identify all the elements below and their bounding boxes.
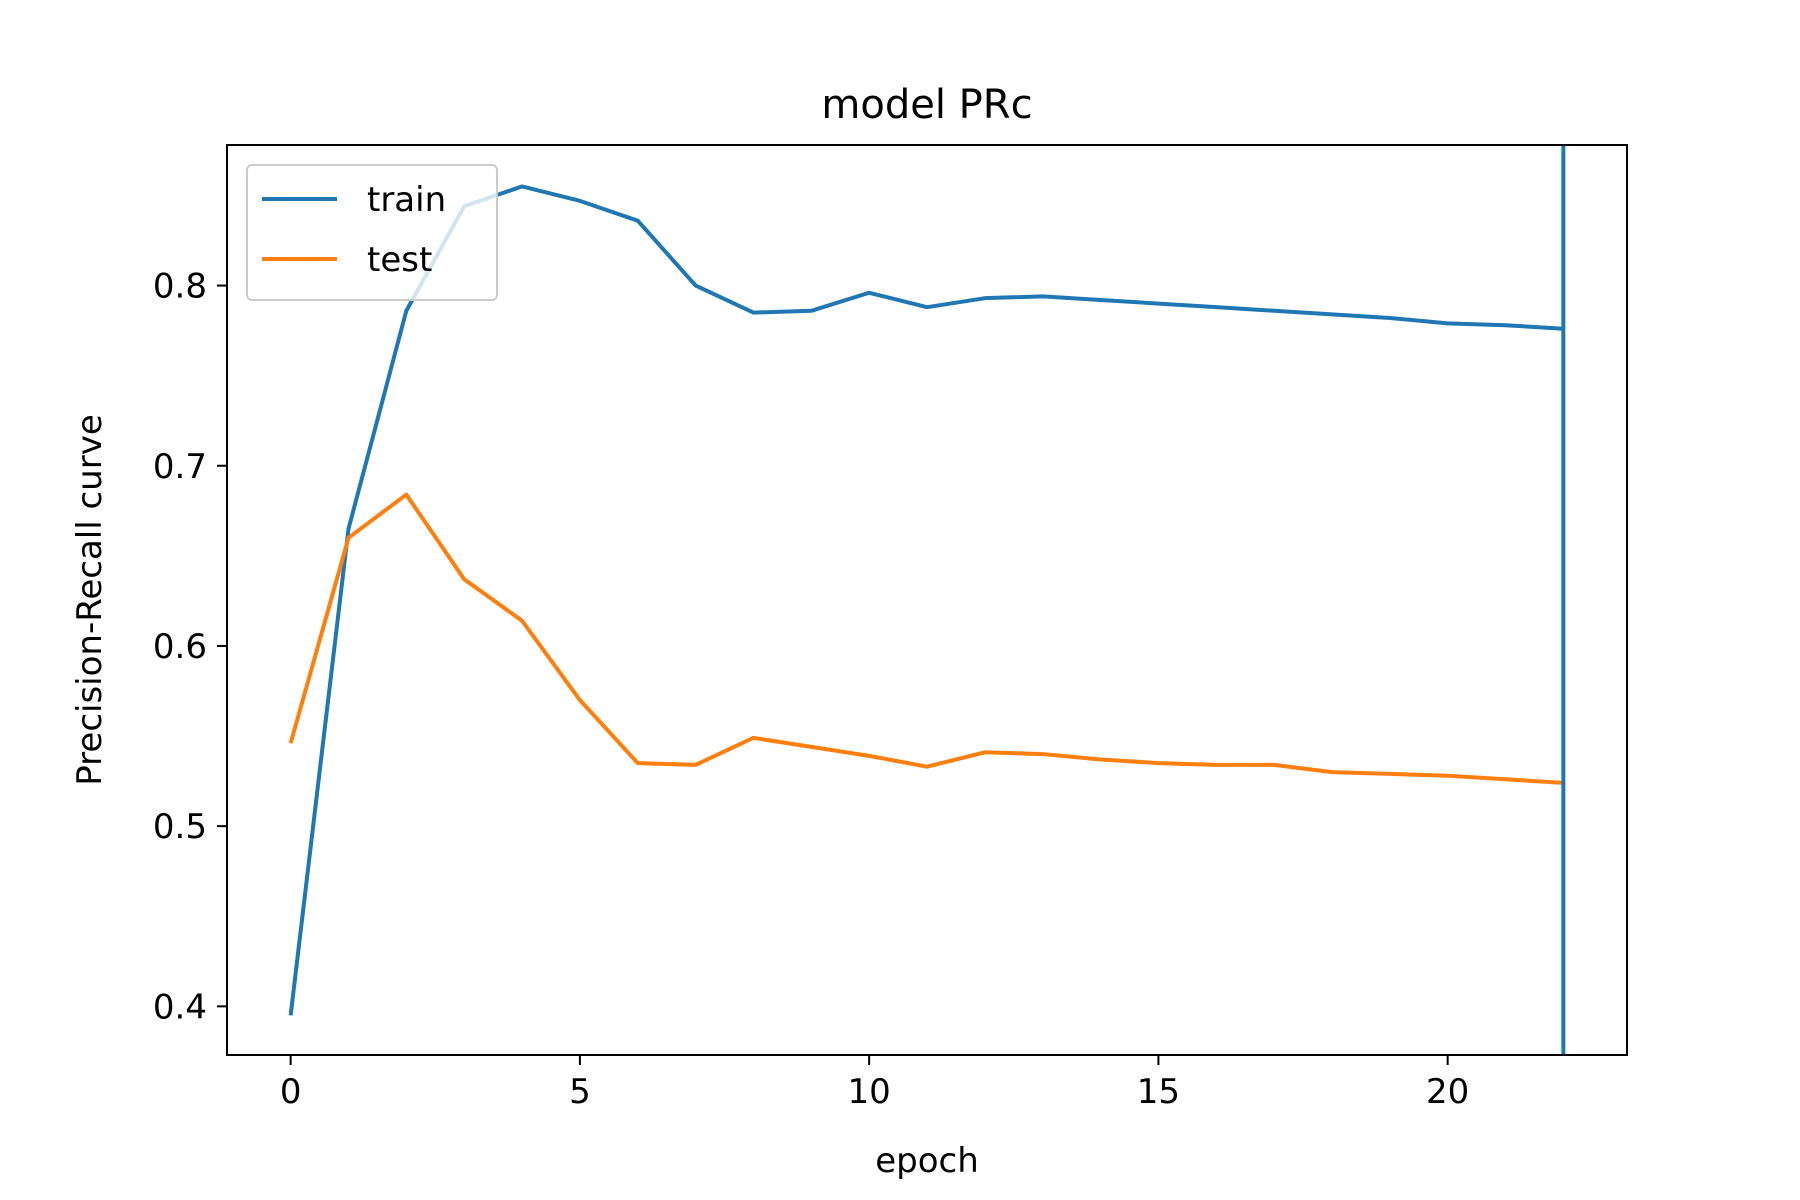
axes-frame	[226, 144, 1628, 1056]
series-line-train	[288, 184, 1564, 1016]
x-tick-label: 20	[1426, 1072, 1469, 1112]
x-tick-label: 5	[569, 1072, 591, 1112]
y-tick-label: 0.8	[153, 267, 207, 307]
x-tick-label: 0	[280, 1072, 302, 1112]
x-axis-label: epoch	[875, 1141, 979, 1181]
y-tick-label: 0.7	[153, 447, 207, 487]
y-tick-label: 0.6	[153, 627, 207, 667]
y-tick-label: 0.4	[153, 987, 207, 1027]
chart-title: model PRc	[821, 82, 1032, 128]
plot-area: 0 5 10 15 20 0.4 0.5 0.6 0.7 0.8	[153, 144, 1628, 1112]
legend-label-train: train	[367, 180, 446, 220]
y-tick-label: 0.5	[153, 807, 207, 847]
legend: train test	[246, 164, 498, 301]
x-tick-label: 10	[848, 1072, 891, 1112]
y-axis-label: Precision-Recall curve	[70, 414, 110, 785]
x-tick-label: 15	[1137, 1072, 1180, 1112]
legend-label-test: test	[367, 240, 432, 280]
series-line-test	[288, 492, 1564, 785]
